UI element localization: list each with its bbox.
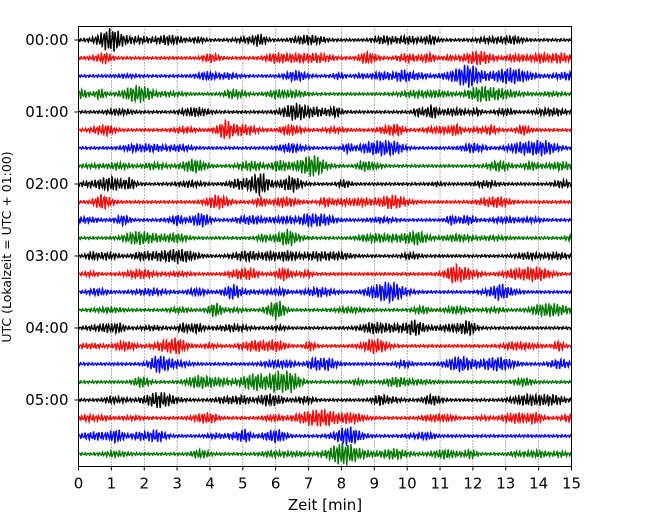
trace-line (78, 84, 573, 104)
trace-line (78, 248, 573, 266)
trace-line (78, 212, 572, 228)
trace-line (78, 64, 573, 88)
x-tick-label: 14 (529, 475, 548, 493)
x-tick-label: 7 (304, 475, 314, 493)
x-tick-label: 13 (496, 475, 515, 493)
trace-line (78, 28, 572, 53)
trace-line (78, 426, 573, 446)
grid-lines (111, 26, 539, 467)
x-tick-label: 4 (205, 475, 215, 493)
trace-line (77, 281, 573, 305)
trace-line (77, 172, 573, 198)
plot-frame (78, 26, 572, 467)
trace-line (78, 369, 572, 394)
trace-line (77, 119, 573, 140)
y-tick-label: 00:00 (25, 31, 68, 49)
x-axis-ticks: 0 1 2 3 4 5 6 7 8 9 10 11 12 13 14 15 (74, 466, 581, 493)
y-tick-label: 05:00 (25, 391, 68, 409)
x-tick-label: 9 (370, 475, 380, 493)
x-tick-label: 10 (398, 475, 417, 493)
x-tick-label: 6 (271, 475, 281, 493)
x-axis-label: Zeit [min] (288, 496, 362, 514)
x-tick-label: 0 (74, 475, 84, 493)
x-tick-label: 15 (562, 475, 581, 493)
x-tick-label: 3 (172, 475, 182, 493)
y-axis-ticks: 00:00 01:00 02:00 03:00 04:00 05:00 (25, 31, 79, 409)
trace-line (77, 355, 572, 374)
x-tick-label: 8 (337, 475, 347, 493)
trace-line (78, 319, 573, 337)
x-tick-label: 2 (139, 475, 149, 493)
trace-line (78, 262, 573, 284)
trace-line (78, 408, 573, 427)
trace-line (78, 49, 572, 66)
trace-line (78, 155, 573, 177)
trace-line (77, 300, 572, 321)
x-tick-label: 1 (107, 475, 117, 493)
y-tick-label: 03:00 (25, 247, 68, 265)
trace-line (77, 442, 573, 466)
y-tick-label: 04:00 (25, 319, 68, 337)
traces (77, 28, 573, 466)
trace-line (77, 337, 573, 355)
y-tick-label: 02:00 (25, 175, 68, 193)
trace-line (78, 228, 572, 247)
trace-line (78, 193, 572, 210)
trace-line (78, 391, 572, 409)
x-tick-label: 11 (430, 475, 449, 493)
y-axis-label: UTC (Lokalzeit = UTC + 01:00) (0, 151, 14, 342)
trace-line (77, 102, 573, 121)
y-tick-label: 01:00 (25, 103, 68, 121)
x-tick-label: 12 (463, 475, 482, 493)
trace-line (77, 139, 572, 158)
x-tick-label: 5 (238, 475, 248, 493)
